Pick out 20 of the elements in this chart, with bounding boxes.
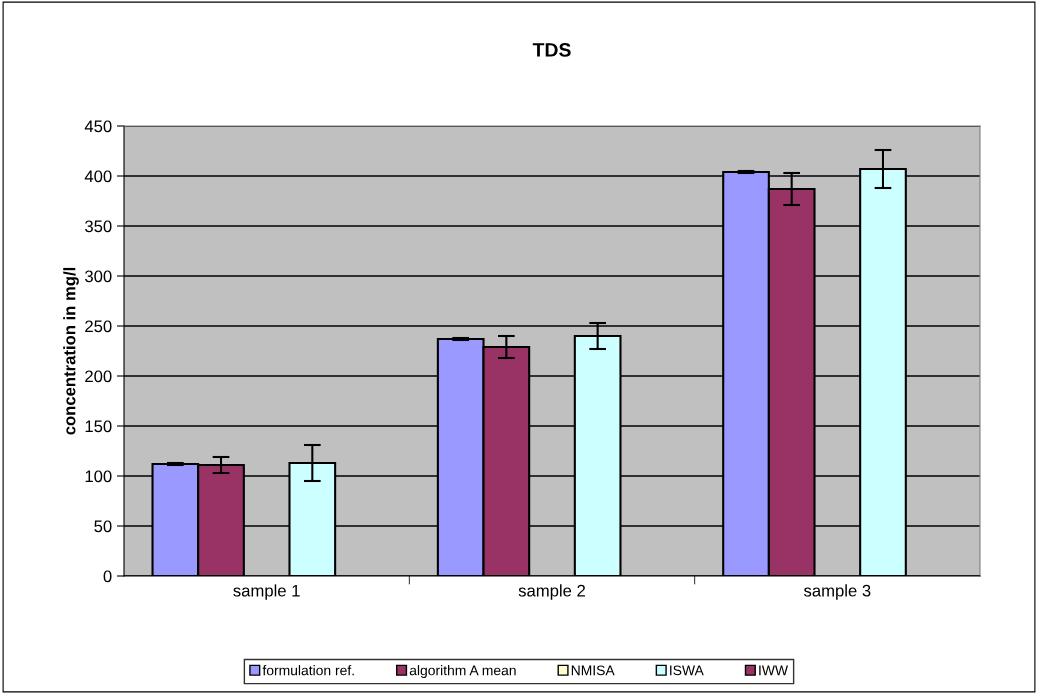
y-tick-label: 200 — [85, 370, 112, 383]
chart-title: TDS — [532, 42, 571, 57]
x-tick-label: sample 3 — [803, 584, 871, 600]
y-tick-label: 150 — [85, 420, 112, 433]
legend-label: formulation ref. — [262, 665, 354, 676]
legend-label: NMISA — [571, 665, 615, 676]
legend-label: ISWA — [670, 665, 704, 676]
y-tick-label: 50 — [94, 520, 112, 533]
x-tick-label: sample 2 — [518, 584, 585, 600]
y-tick-label: 450 — [84, 120, 112, 133]
y-tick-label: 250 — [85, 320, 112, 333]
legend-label: IWW — [759, 665, 789, 676]
x-tick-label: sample 1 — [233, 584, 300, 600]
y-tick-label: 100 — [85, 470, 112, 483]
y-tick-label: 0 — [103, 570, 112, 583]
y-tick-label: 350 — [85, 220, 112, 233]
y-tick-label: 400 — [84, 170, 112, 183]
legend-label: algorithm A mean — [409, 665, 516, 679]
y-tick-label: 300 — [85, 270, 112, 283]
y-axis-title: concentration in mg/l — [63, 267, 79, 435]
